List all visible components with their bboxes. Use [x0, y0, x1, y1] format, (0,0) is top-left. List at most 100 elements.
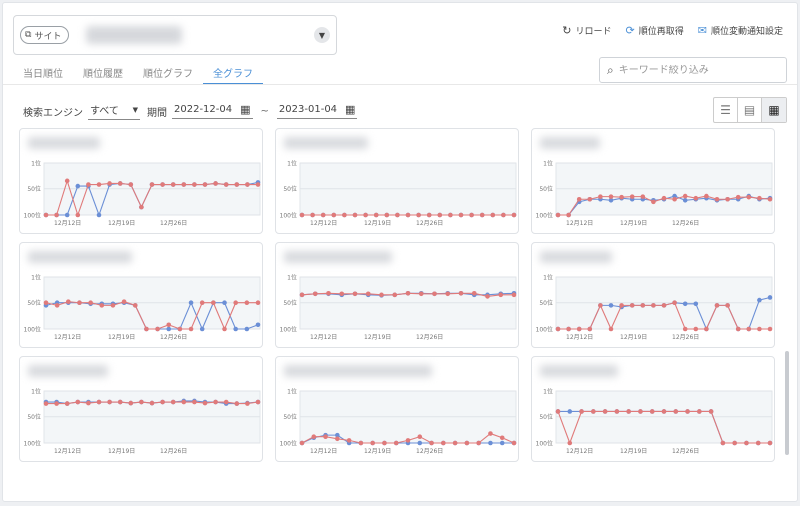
data-point [471, 290, 477, 296]
data-point [598, 303, 603, 308]
data-point [382, 440, 387, 446]
site-selector[interactable]: ⧉ サイト ▼ [13, 15, 337, 55]
data-point [86, 400, 91, 406]
notify-settings-button[interactable]: ✉ 順位変動通知設定 [698, 24, 783, 37]
view-mode-toggle: ☰ ▤ ▦ [713, 97, 787, 123]
data-point [511, 440, 517, 446]
rank-chart-card[interactable]: 1位 50位 100位 12月12日 12月19日 12月26日 [19, 128, 263, 234]
keyword-title-redacted [28, 137, 100, 149]
y-tick-label: 1位 [287, 274, 297, 282]
scrollbar[interactable] [785, 351, 789, 455]
rank-chart-card[interactable]: 1位 50位 100位 12月12日 12月19日 12月26日 [275, 128, 519, 234]
rank-chart-card[interactable]: 1位 50位 100位 12月12日 12月19日 12月26日 [275, 356, 519, 462]
refetch-ranking-button[interactable]: ⟳ 順位再取得 [626, 24, 684, 37]
reload-button[interactable]: ↻ リロード [562, 24, 611, 37]
search-icon: ⌕ [607, 62, 614, 77]
rank-chart: 1位 50位 100位 12月12日 12月19日 12月26日 [24, 388, 261, 455]
data-point [199, 300, 205, 306]
data-point [566, 326, 571, 332]
date-from-field[interactable]: 2022-12-04 ▦ [172, 103, 253, 119]
grid-view-icon[interactable]: ▦ [762, 98, 786, 122]
data-point [245, 401, 250, 406]
data-point [139, 399, 144, 405]
x-tick-label: 12月26日 [160, 448, 187, 455]
data-point [384, 212, 390, 218]
rank-chart-card[interactable]: 1位 50位 100位 12月12日 12月19日 12月26日 [275, 242, 519, 348]
data-point [331, 212, 337, 218]
data-point [555, 409, 561, 414]
data-point [149, 182, 155, 187]
data-point [299, 440, 305, 446]
keyword-search-input[interactable] [618, 64, 769, 76]
rank-chart-card[interactable]: 1位 50位 100位 12月12日 12月19日 12月26日 [19, 356, 263, 462]
y-tick-label: 100位 [280, 326, 297, 334]
data-point [576, 196, 582, 202]
data-point [54, 303, 60, 308]
rank-chart-card[interactable]: 1位 50位 100位 12月12日 12月19日 12月26日 [531, 356, 775, 462]
data-point [223, 399, 229, 405]
x-tick-label: 12月19日 [620, 448, 647, 455]
data-point [392, 292, 398, 298]
data-point [445, 291, 451, 297]
notify-settings-label: 順位変動通知設定 [710, 27, 783, 37]
data-point [661, 409, 667, 414]
data-point [757, 297, 762, 303]
data-point [426, 212, 432, 218]
two-column-view-icon[interactable]: ▤ [738, 98, 762, 122]
data-point [64, 212, 70, 218]
keyword-title-redacted [284, 365, 432, 377]
date-to-field[interactable]: 2023-01-04 ▦ [276, 103, 358, 119]
x-tick-label: 12月19日 [364, 334, 391, 341]
data-point [222, 300, 227, 306]
data-point [96, 182, 102, 187]
rank-chart-card[interactable]: 1位 50位 100位 12月12日 12月19日 12月26日 [531, 128, 775, 234]
y-tick-label: 100位 [280, 440, 297, 448]
tab-ranking-graph[interactable]: 順位グラフ [143, 69, 193, 80]
data-point [77, 300, 82, 306]
y-tick-label: 100位 [536, 212, 553, 220]
data-point [476, 440, 481, 446]
data-point [335, 436, 340, 442]
list-view-icon[interactable]: ☰ [714, 98, 738, 122]
data-point [234, 182, 240, 187]
y-tick-label: 1位 [543, 160, 553, 168]
calendar-icon[interactable]: ▦ [345, 103, 356, 116]
data-point [233, 326, 238, 332]
rank-chart: 1位 50位 100位 12月12日 12月19日 12月26日 [280, 388, 517, 455]
data-point [299, 212, 305, 218]
rank-chart-card[interactable]: 1位 50位 100位 12月12日 12月19日 12月26日 [19, 242, 263, 348]
chevron-down-icon[interactable]: ▼ [314, 27, 330, 43]
data-point [608, 326, 614, 332]
tab-ranking-history[interactable]: 順位履歴 [83, 69, 123, 80]
x-tick-label: 12月12日 [566, 448, 593, 455]
data-point [75, 212, 81, 218]
data-point [735, 326, 741, 332]
y-tick-label: 1位 [31, 274, 41, 282]
data-point [166, 322, 172, 328]
data-point [555, 212, 561, 218]
data-point [579, 409, 584, 414]
rank-chart-card[interactable]: 1位 50位 100位 12月12日 12月19日 12月26日 [531, 242, 775, 348]
data-point [96, 212, 102, 218]
engine-select[interactable]: すべて ▼ [88, 102, 140, 120]
x-tick-label: 12月12日 [54, 448, 81, 455]
tab-all-graphs[interactable]: 全グラフ [203, 59, 263, 85]
data-point [567, 440, 573, 446]
keyword-title-redacted [28, 251, 132, 263]
calendar-icon[interactable]: ▦ [240, 103, 251, 116]
data-point [117, 399, 123, 405]
reload-icon: ↻ [562, 24, 572, 37]
data-point [188, 300, 194, 306]
data-point [43, 212, 49, 218]
data-point [107, 399, 112, 405]
data-point [160, 182, 165, 187]
tab-today-ranking[interactable]: 当日順位 [23, 69, 63, 80]
rank-chart: 1位 50位 100位 12月12日 12月19日 12月26日 [280, 160, 517, 227]
data-point [682, 301, 688, 307]
data-point [437, 212, 443, 218]
date-to-value: 2023-01-04 [278, 104, 338, 115]
data-point [132, 303, 138, 308]
data-point [346, 438, 352, 443]
date-from-value: 2022-12-04 [174, 104, 233, 115]
data-point [682, 193, 688, 199]
